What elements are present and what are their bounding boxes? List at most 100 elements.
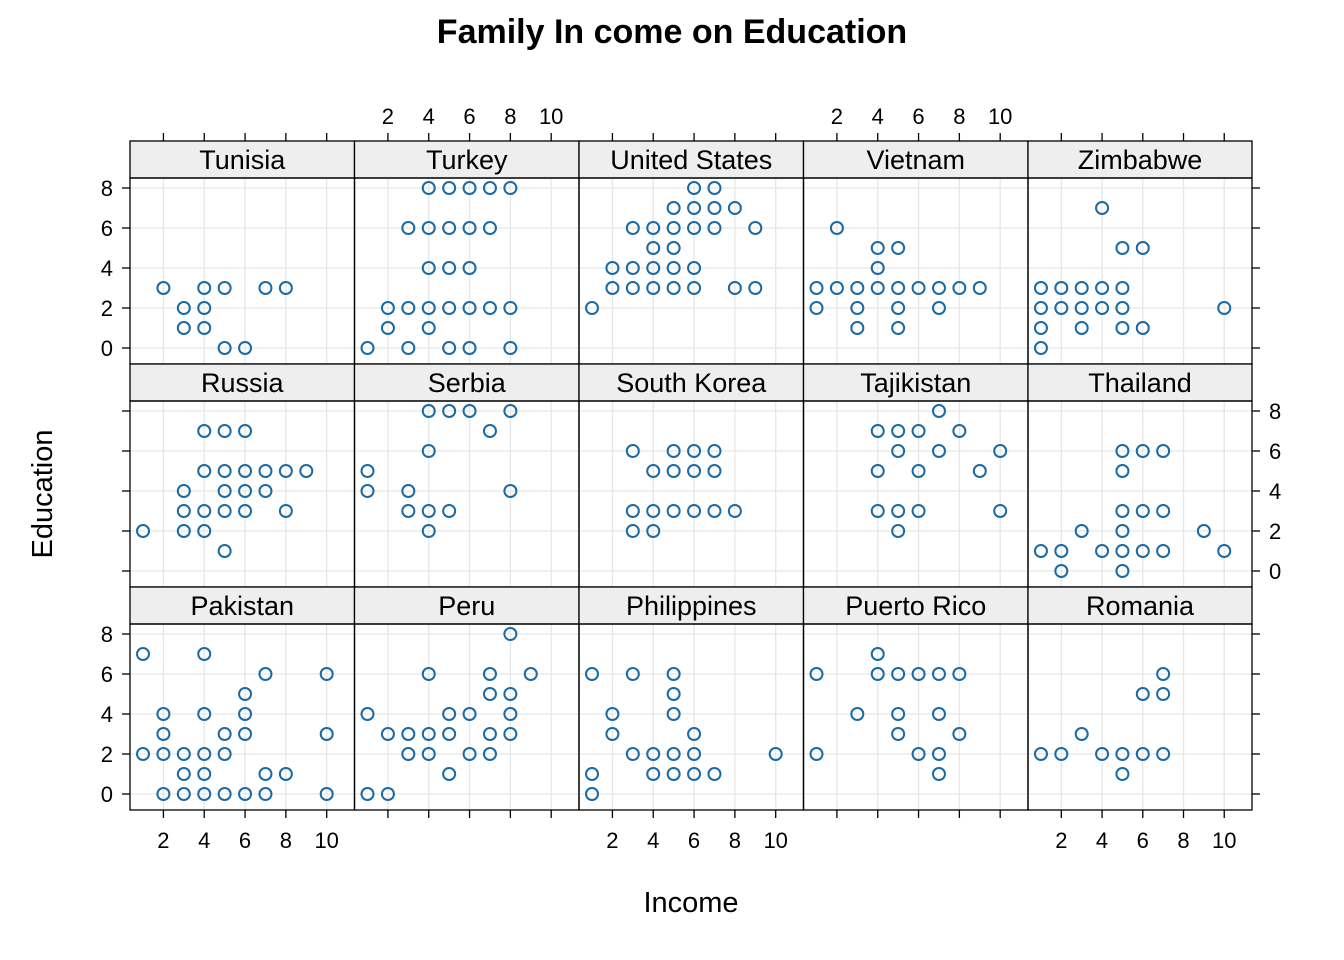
data-point: [911, 504, 926, 518]
data-point: [401, 727, 416, 741]
data-point: [931, 301, 946, 315]
data-point: [421, 747, 436, 761]
data-point: [1217, 301, 1232, 315]
data-point: [891, 444, 906, 458]
data-point: [993, 444, 1008, 458]
data-point: [625, 667, 640, 681]
data-point: [1074, 281, 1089, 295]
data-point: [421, 181, 436, 195]
data-point: [707, 464, 722, 478]
data-point: [503, 707, 518, 721]
data-point: [319, 727, 334, 741]
data-point: [666, 707, 681, 721]
data-point: [727, 201, 742, 215]
data-point: [1135, 504, 1150, 518]
data-point: [891, 504, 906, 518]
data-point: [931, 767, 946, 781]
data-point: [605, 261, 620, 275]
data-point: [911, 747, 926, 761]
data-point: [136, 647, 151, 661]
data-point: [646, 767, 661, 781]
data-point: [258, 464, 273, 478]
panel-strip: [802, 140, 1029, 179]
panel-title: United States: [610, 145, 772, 175]
data-point: [625, 221, 640, 235]
data-point: [891, 281, 906, 295]
data-point: [870, 647, 885, 661]
data-point: [503, 687, 518, 701]
panel-grid: [579, 401, 804, 587]
x-tick-label: 8: [953, 104, 965, 129]
y-axis-label: Education: [27, 430, 59, 559]
data-point: [1095, 201, 1110, 215]
data-point: [687, 464, 702, 478]
data-point: [258, 484, 273, 498]
panel-strip: [1027, 586, 1253, 625]
data-point: [238, 787, 253, 801]
panel-frame: [1027, 623, 1253, 811]
data-point: [646, 261, 661, 275]
data-point: [197, 707, 212, 721]
data-point: [931, 281, 946, 295]
data-point: [299, 464, 314, 478]
data-point: [1095, 544, 1110, 558]
x-tick-label: 8: [1177, 828, 1189, 853]
panel-strip: [802, 586, 1029, 625]
data-point: [952, 281, 967, 295]
panel-title: Pakistan: [190, 591, 294, 621]
data-point: [625, 444, 640, 458]
data-point: [1115, 767, 1130, 781]
panel-pakistan: Pakistan: [129, 586, 356, 811]
data-point: [380, 727, 395, 741]
data-point: [1054, 544, 1069, 558]
data-point: [482, 667, 497, 681]
data-point: [258, 787, 273, 801]
data-point: [1135, 544, 1150, 558]
data-point: [829, 221, 844, 235]
panel-grid: [1028, 624, 1252, 810]
data-point: [1095, 281, 1110, 295]
data-point: [197, 504, 212, 518]
data-point: [217, 504, 232, 518]
panel-title: Russia: [201, 368, 285, 398]
data-point: [625, 524, 640, 538]
data-point: [809, 281, 824, 295]
data-point: [1115, 747, 1130, 761]
panel-strip: [129, 586, 356, 625]
x-tick-label: 2: [382, 104, 394, 129]
data-point: [687, 727, 702, 741]
data-point: [891, 424, 906, 438]
data-point: [585, 667, 600, 681]
x-tick-label: 6: [463, 104, 475, 129]
data-point: [421, 727, 436, 741]
data-point: [1115, 524, 1130, 538]
panel-peru: Peru: [353, 586, 580, 811]
data-point: [482, 687, 497, 701]
panel-grid: [130, 624, 355, 810]
data-point: [176, 787, 191, 801]
panel-grid: [130, 178, 355, 364]
panel-romania: Romania: [1027, 586, 1253, 811]
panel-title: Tajikistan: [860, 368, 971, 398]
data-point: [727, 281, 742, 295]
x-tick-label: 4: [647, 828, 659, 853]
data-point: [217, 341, 232, 355]
data-point: [238, 424, 253, 438]
panel-vietnam: Vietnam: [802, 140, 1029, 365]
data-point: [482, 747, 497, 761]
data-point: [442, 727, 457, 741]
data-point: [911, 424, 926, 438]
data-point: [197, 321, 212, 335]
data-point: [503, 484, 518, 498]
data-point: [442, 404, 457, 418]
data-point: [891, 524, 906, 538]
x-tick-label: 2: [831, 104, 843, 129]
data-point: [442, 181, 457, 195]
panel-tajikistan: Tajikistan: [802, 363, 1029, 588]
panel-puerto-rico: Puerto Rico: [802, 586, 1029, 811]
data-point: [238, 464, 253, 478]
x-tick-label: 10: [314, 828, 338, 853]
data-point: [891, 241, 906, 255]
data-point: [666, 444, 681, 458]
